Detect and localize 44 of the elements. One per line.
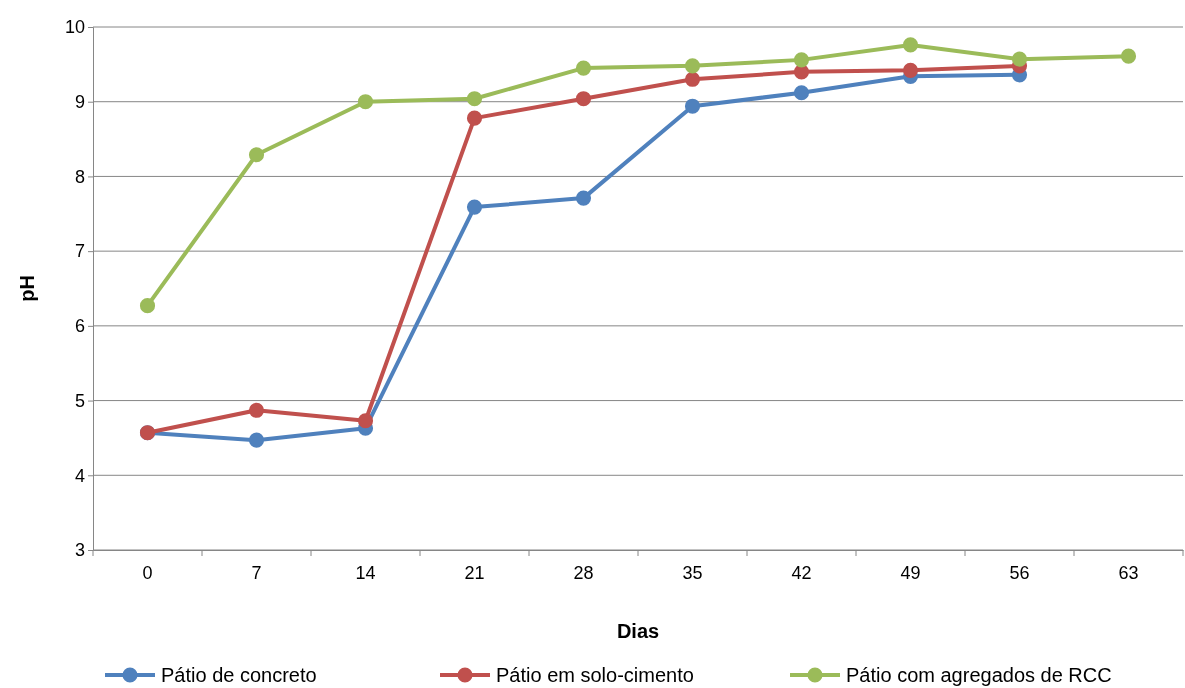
point	[902, 62, 919, 78]
legend-label: Pátio de concreto	[161, 664, 317, 686]
x-tick-label: 35	[682, 562, 703, 583]
point	[357, 94, 374, 110]
y-tick-label: 8	[74, 166, 85, 187]
point	[793, 52, 810, 68]
y-axis-title: pH	[16, 275, 38, 302]
legend-label: Pátio em solo-cimento	[496, 664, 694, 686]
point	[793, 85, 810, 101]
legend-label: Pátio com agregados de RCC	[846, 664, 1112, 686]
x-tick-label: 49	[900, 562, 921, 583]
point	[575, 190, 592, 206]
point	[248, 402, 265, 418]
point	[684, 71, 701, 87]
x-tick-label: 28	[573, 562, 594, 583]
x-tick-label: 56	[1009, 562, 1030, 583]
x-tick-label: 14	[355, 562, 376, 583]
point	[357, 413, 374, 429]
y-tick-label: 10	[64, 17, 85, 38]
point	[248, 432, 265, 448]
point	[902, 37, 919, 53]
x-tick-label: 42	[791, 562, 812, 583]
y-tick-label: 6	[74, 316, 85, 337]
point	[575, 60, 592, 76]
point	[248, 147, 265, 163]
point	[684, 58, 701, 74]
y-tick-label: 3	[74, 540, 85, 561]
x-tick-label: 63	[1118, 562, 1139, 583]
y-tick-label: 9	[74, 91, 85, 112]
x-axis-title: Dias	[616, 620, 660, 642]
y-tick-label: 7	[74, 241, 85, 262]
point	[466, 110, 483, 126]
x-tick-label: 7	[251, 562, 262, 583]
point	[1120, 48, 1137, 64]
point	[466, 91, 483, 107]
point	[139, 298, 156, 314]
point	[1011, 51, 1028, 67]
point	[684, 98, 701, 114]
x-tick-label: 21	[464, 562, 485, 583]
point	[466, 199, 483, 215]
x-tick-label: 0	[142, 562, 153, 583]
y-tick-label: 5	[74, 390, 85, 411]
point	[575, 91, 592, 107]
y-tick-label: 4	[74, 465, 85, 486]
